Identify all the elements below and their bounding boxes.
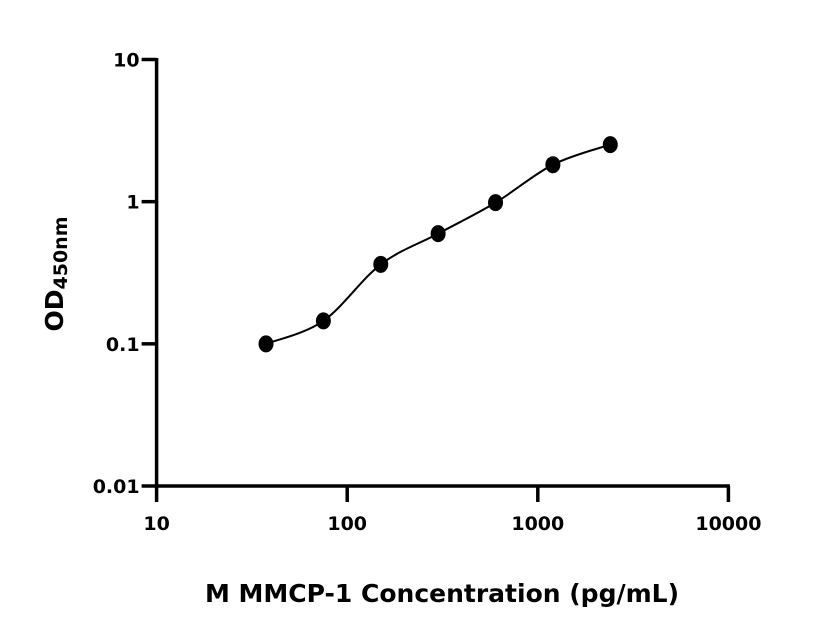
- axes: [141, 57, 731, 502]
- x-tick-label: 10000: [695, 513, 761, 535]
- y-tick-label: 1: [126, 192, 139, 214]
- data-point: [602, 136, 618, 154]
- data-points: [258, 136, 618, 353]
- fit-curve: [265, 143, 611, 345]
- data-point: [258, 335, 274, 353]
- y-axis-label-main: OD: [40, 289, 69, 331]
- x-tick-label: 1000: [511, 513, 564, 535]
- data-point: [373, 255, 389, 273]
- data-point: [545, 156, 561, 174]
- y-axis-label-subscript: 450nm: [50, 216, 72, 289]
- data-point: [315, 312, 331, 330]
- y-axis-label: OD450nm: [40, 216, 72, 331]
- y-tick-label: 0.1: [106, 334, 140, 356]
- x-axis-label: M MMCP-1 Concentration (pg/mL): [205, 579, 679, 608]
- x-tick-labels: 10 100 1000 10000: [143, 513, 761, 535]
- y-tick-labels: 0.01 0.1 1 10: [93, 50, 140, 499]
- x-tick-label: 100: [327, 513, 367, 535]
- data-point: [430, 225, 446, 243]
- y-tick-label: 0.01: [93, 476, 140, 498]
- data-point: [488, 194, 504, 212]
- x-tick-label: 10: [143, 513, 169, 535]
- y-tick-label: 10: [113, 50, 139, 72]
